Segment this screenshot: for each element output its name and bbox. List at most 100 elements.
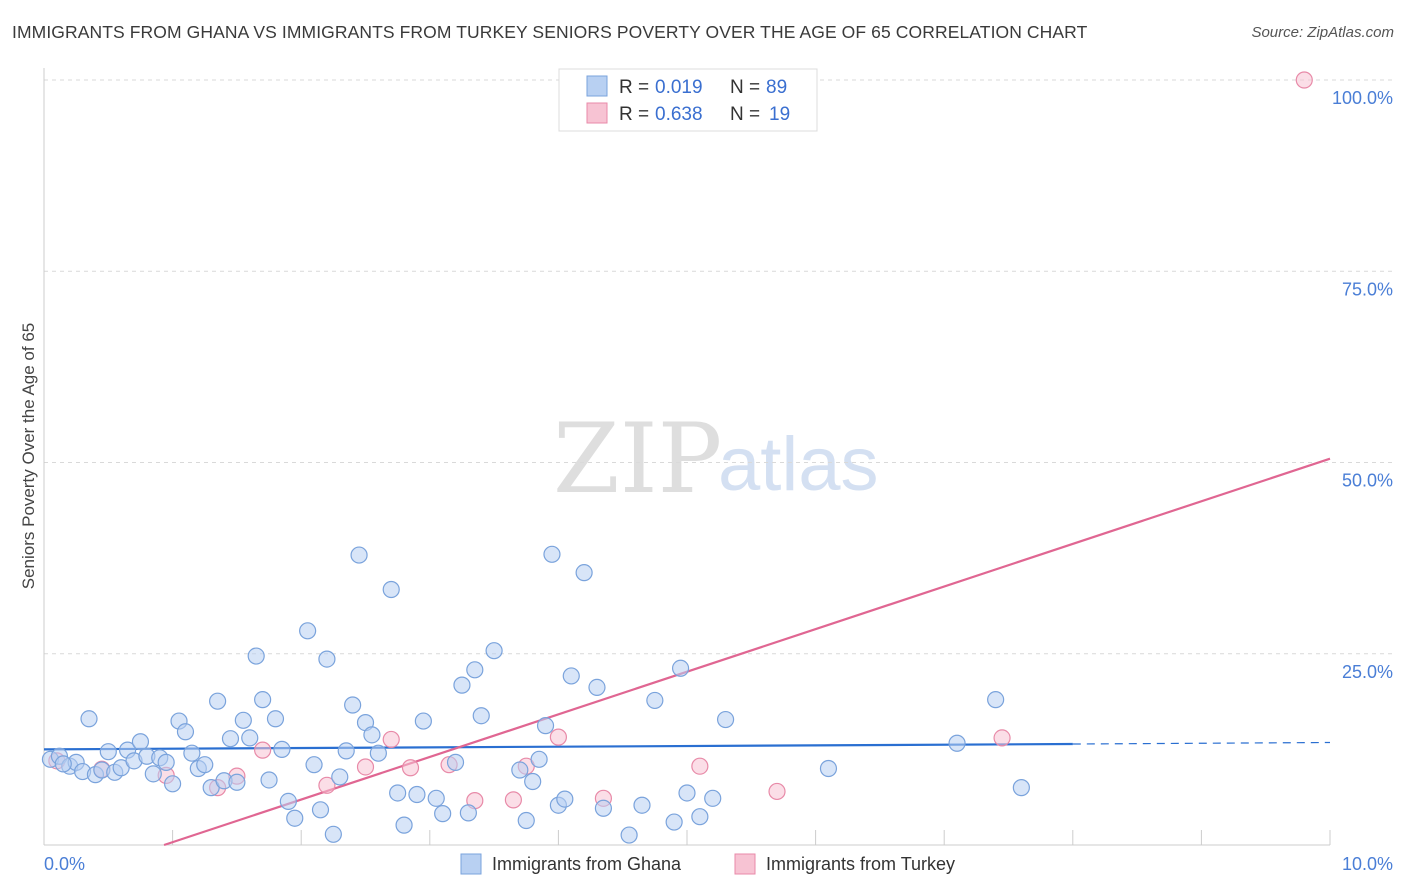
- legend-r-label-turkey: R =: [619, 104, 649, 125]
- point-ghana: [671, 659, 690, 677]
- point-ghana: [466, 661, 484, 679]
- point-ghana: [196, 756, 214, 774]
- point-ghana: [511, 761, 529, 779]
- y-tick-label: 75.0%: [1342, 279, 1393, 299]
- point-turkey: [549, 728, 568, 746]
- point-ghana: [556, 790, 574, 808]
- point-ghana: [273, 740, 291, 758]
- point-ghana: [234, 711, 252, 729]
- point-ghana: [254, 691, 272, 709]
- point-ghana: [575, 564, 593, 582]
- point-turkey: [318, 776, 336, 794]
- top-legend: R = 0.019 N = 89 R = 0.638 N = 19: [558, 68, 818, 132]
- point-ghana: [562, 667, 580, 685]
- point-ghana: [453, 676, 471, 694]
- point-ghana: [363, 726, 381, 744]
- point-turkey: [1295, 71, 1313, 89]
- point-ghana: [344, 696, 362, 714]
- point-ghana: [395, 816, 413, 834]
- legend-n-value-ghana: 89: [766, 77, 787, 98]
- legend-swatch-turkey: [586, 102, 608, 124]
- point-ghana: [665, 813, 683, 831]
- point-ghana: [517, 811, 535, 830]
- point-turkey: [768, 782, 786, 801]
- point-ghana: [620, 826, 638, 844]
- point-ghana: [286, 809, 304, 827]
- point-ghana: [691, 808, 709, 826]
- point-ghana: [716, 710, 735, 729]
- point-ghana: [305, 756, 323, 774]
- point-turkey: [254, 741, 272, 759]
- point-ghana: [536, 717, 555, 735]
- point-ghana: [530, 750, 548, 768]
- point-ghana: [337, 742, 355, 760]
- y-tick-labels: 25.0% 50.0% 75.0% 100.0%: [1332, 88, 1393, 682]
- point-ghana: [382, 580, 400, 599]
- point-ghana: [414, 712, 432, 730]
- point-ghana: [183, 744, 201, 762]
- point-ghana: [164, 775, 182, 793]
- point-ghana: [678, 784, 696, 802]
- point-ghana: [228, 773, 246, 791]
- point-ghana: [594, 799, 613, 817]
- point-ghana: [318, 650, 336, 668]
- x-tick-label-max: 10.0%: [1342, 854, 1393, 874]
- trend-line-ghana-extension: [1072, 741, 1331, 745]
- point-ghana: [279, 792, 297, 810]
- y-tick-label: 25.0%: [1342, 662, 1393, 682]
- point-ghana: [704, 789, 722, 807]
- y-tick-label: 50.0%: [1342, 471, 1393, 491]
- point-turkey: [382, 730, 400, 749]
- bottom-legend-swatch-turkey: [734, 853, 756, 875]
- point-ghana: [1012, 779, 1030, 797]
- watermark-zip: ZIP: [553, 403, 722, 515]
- point-ghana: [427, 789, 445, 807]
- legend-r-label-ghana: R =: [619, 77, 649, 98]
- point-turkey: [504, 791, 522, 809]
- point-ghana: [299, 622, 317, 640]
- point-ghana: [144, 765, 162, 783]
- point-ghana: [408, 785, 426, 804]
- y-tick-label: 100.0%: [1332, 88, 1393, 108]
- legend-r-value-turkey: 0.638: [655, 104, 703, 125]
- point-ghana: [472, 707, 490, 725]
- bottom-legend-label-ghana: Immigrants from Ghana: [492, 854, 682, 874]
- point-ghana: [324, 825, 342, 843]
- point-turkey: [691, 757, 709, 775]
- point-ghana: [221, 730, 240, 748]
- point-ghana: [80, 710, 98, 728]
- point-ghana: [633, 796, 651, 814]
- point-turkey: [993, 729, 1011, 747]
- point-ghana: [131, 733, 150, 751]
- trend-lines: [43, 457, 1331, 847]
- legend-r-value-ghana: 0.019: [655, 77, 703, 98]
- point-turkey: [356, 758, 375, 776]
- point-ghana: [389, 784, 407, 802]
- legend-swatch-ghana: [586, 75, 608, 97]
- legend-n-value-turkey: 19: [769, 104, 790, 125]
- gridlines: [44, 79, 1395, 655]
- data-points: [41, 71, 1313, 844]
- point-ghana: [99, 743, 117, 761]
- trend-line-turkey: [163, 457, 1331, 847]
- point-ghana: [331, 768, 349, 786]
- point-ghana: [176, 723, 195, 741]
- point-ghana: [588, 678, 606, 697]
- point-ghana: [446, 753, 465, 771]
- point-ghana: [350, 546, 368, 564]
- point-ghana: [819, 759, 838, 778]
- point-ghana: [311, 801, 330, 819]
- point-ghana: [485, 642, 503, 660]
- watermark-atlas: atlas: [718, 422, 879, 507]
- source-credit: Source: ZipAtlas.com: [1251, 24, 1394, 41]
- point-ghana: [247, 647, 265, 665]
- bottom-legend-swatch-ghana: [460, 853, 482, 875]
- point-ghana: [543, 545, 561, 563]
- bottom-legend: Immigrants from Ghana Immigrants from Tu…: [460, 853, 955, 875]
- x-tick-label-min: 0.0%: [44, 854, 85, 874]
- point-ghana: [260, 771, 278, 789]
- point-ghana: [369, 744, 387, 762]
- legend-n-label-ghana: N =: [730, 77, 760, 98]
- point-ghana: [209, 692, 227, 710]
